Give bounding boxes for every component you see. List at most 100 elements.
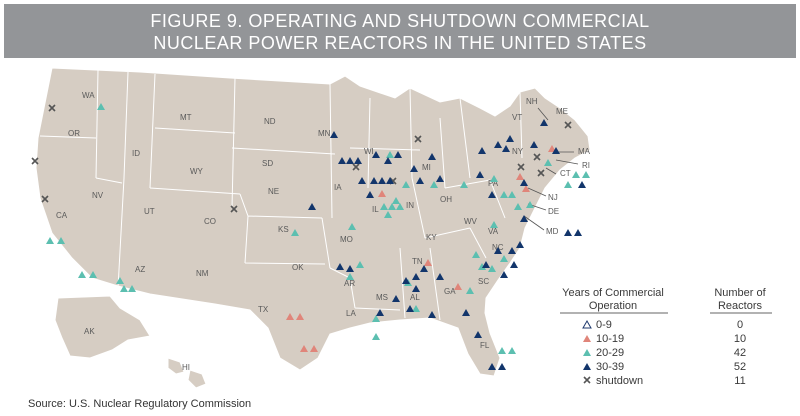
state-label-me: ME [556, 107, 568, 116]
reactor-marker [366, 191, 374, 198]
state-borders [39, 69, 523, 321]
reactor-marker [308, 203, 316, 210]
shutdown-marker [564, 121, 572, 129]
reactor-marker [412, 273, 420, 280]
open-triangle-icon [582, 319, 592, 329]
reactor-marker [494, 247, 502, 254]
legend-row-label: 20-29 [596, 347, 624, 359]
reactor-marker [372, 333, 380, 340]
reactor-marker [564, 181, 572, 188]
state-label-tx: TX [258, 305, 269, 314]
reactor-marker [370, 177, 378, 184]
reactor-marker [490, 221, 498, 228]
reactor-marker [430, 181, 438, 188]
state-label-wi: WI [364, 147, 374, 156]
reactor-marker [520, 179, 528, 186]
state-label-co: CO [204, 217, 216, 226]
state-label-ct: CT [560, 169, 571, 178]
shutdown-marker [414, 135, 422, 143]
reactor-marker [291, 229, 299, 236]
reactor-marker [478, 147, 486, 154]
reactor-marker [574, 229, 582, 236]
state-label-ky: KY [426, 233, 437, 242]
state-label-wa: WA [82, 91, 95, 100]
legend-row-label: 0-9 [596, 319, 612, 331]
state-label-fl: FL [480, 341, 490, 350]
reactor-marker [500, 255, 508, 262]
state-label-mo: MO [340, 235, 353, 244]
state-label-nh: NH [526, 97, 538, 106]
reactor-marker [508, 347, 516, 354]
state-label-de: DE [548, 207, 559, 216]
state-label-vt: VT [512, 113, 522, 122]
legend-row-count: 42 [734, 347, 746, 359]
reactor-marker [494, 141, 502, 148]
state-label-id: ID [132, 149, 140, 158]
reactor-marker [356, 261, 364, 268]
state-label-nd: ND [264, 117, 276, 126]
hawaii-shape [167, 357, 185, 375]
reactor-marker [564, 229, 572, 236]
reactor-marker [386, 177, 394, 184]
state-label-or: OR [68, 129, 80, 138]
state-label-ak: AK [84, 327, 95, 336]
reactor-marker [500, 191, 508, 198]
reactor-marker [336, 263, 344, 270]
reactor-marker [522, 185, 530, 192]
reactor-marker [386, 151, 394, 158]
state-label-ga: GA [444, 287, 456, 296]
legend-row-count: 52 [734, 361, 746, 373]
reactor-marker [428, 153, 436, 160]
teal-triangle-icon [583, 349, 591, 356]
reactor-marker [310, 345, 318, 352]
reactor-marker [384, 157, 392, 164]
state-label-mn: MN [318, 129, 331, 138]
contiguous-us-shape [35, 67, 591, 377]
state-label-sc: SC [478, 277, 489, 286]
reactor-marker [394, 151, 402, 158]
reactor-marker [420, 265, 428, 272]
source-note: Source: U.S. Nuclear Regulatory Commissi… [28, 398, 252, 410]
state-label-ne: NE [268, 187, 279, 196]
reactor-marker [57, 237, 65, 244]
state-label-oh: OH [440, 195, 452, 204]
shutdown-marker [517, 163, 525, 171]
us-reactor-map: WA OR ID MT ND WY SD NV CA UT CO NE KS A… [31, 67, 772, 389]
state-label-nv: NV [92, 191, 104, 200]
state-label-ca: CA [56, 211, 68, 220]
legend-row-count: 11 [734, 375, 745, 387]
reactor-marker [97, 103, 105, 110]
legend-row-count: 10 [734, 333, 746, 345]
shutdown-marker [41, 195, 49, 203]
reactor-marker [346, 265, 354, 272]
reactor-marker [412, 285, 420, 292]
state-label-al: AL [410, 293, 420, 302]
reactor-marker [530, 141, 538, 148]
reactor-marker [348, 223, 356, 230]
state-label-ny: NY [512, 147, 524, 156]
reactor-marker [286, 313, 294, 320]
state-label-nj: NJ [548, 193, 558, 202]
state-label-wy: WY [190, 167, 204, 176]
reactor-marker [410, 165, 418, 172]
state-label-md: MD [546, 227, 559, 236]
reactor-marker [346, 273, 354, 280]
state-label-ok: OK [292, 263, 304, 272]
legend-row-count: 0 [737, 319, 743, 331]
state-label-ks: KS [278, 225, 289, 234]
reactor-marker [544, 159, 552, 166]
title-banner: FIGURE 9. OPERATING AND SHUTDOWN COMMERC… [4, 4, 796, 58]
reactor-marker [508, 247, 516, 254]
state-label-la: LA [346, 309, 356, 318]
shutdown-marker [48, 104, 56, 112]
reactor-marker [372, 151, 380, 158]
reactor-marker [338, 157, 346, 164]
shutdown-marker [230, 205, 238, 213]
title-line-1: FIGURE 9. OPERATING AND SHUTDOWN COMMERC… [150, 11, 650, 31]
reactor-marker [506, 135, 514, 142]
reactor-marker [454, 283, 462, 290]
state-label-ia: IA [334, 183, 342, 192]
shutdown-marker [352, 163, 360, 171]
state-labels: WA OR ID MT ND WY SD NV CA UT CO NE KS A… [56, 91, 591, 372]
reactor-markers [31, 103, 590, 370]
